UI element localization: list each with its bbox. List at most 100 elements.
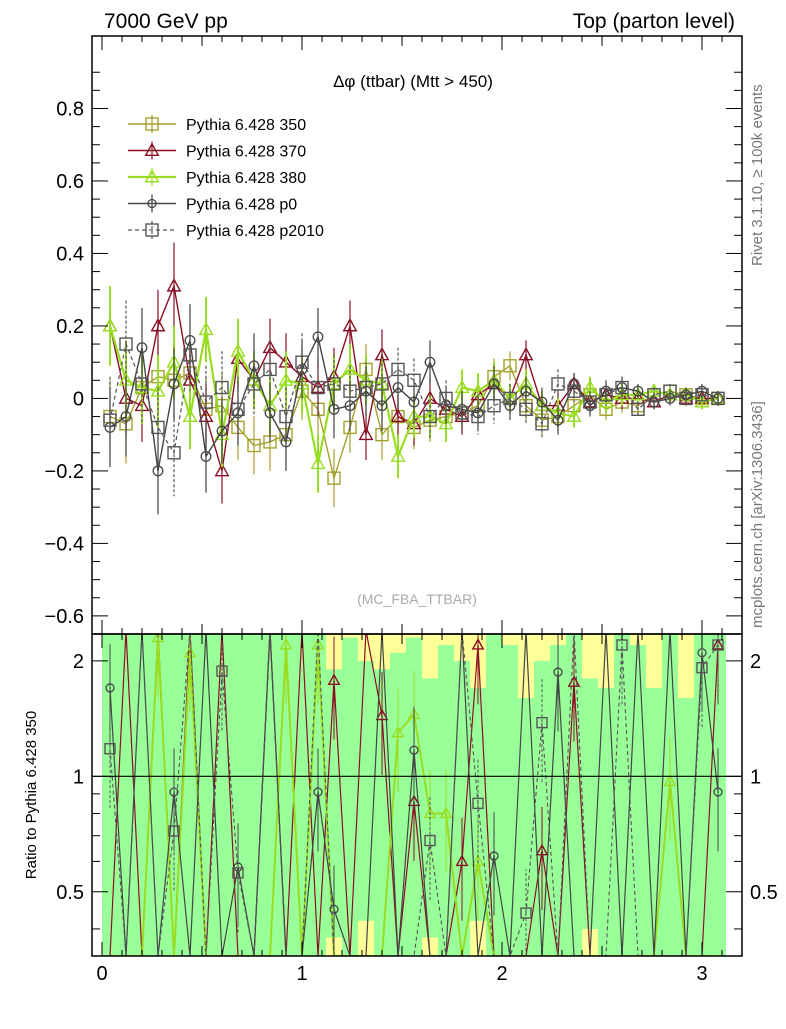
main-marker — [631, 402, 645, 416]
main-marker — [567, 384, 581, 398]
main-marker — [679, 391, 693, 406]
y-tick-label: 0.6 — [56, 171, 84, 193]
main-marker — [216, 425, 228, 437]
ratio-marker — [329, 904, 339, 914]
ratio-band-inner — [678, 698, 694, 956]
ratio-marker — [216, 665, 228, 677]
ratio-band-inner — [646, 687, 662, 956]
x-tick-label: 1 — [296, 963, 307, 985]
main-marker — [663, 384, 677, 398]
side-rivet: Rivet 3.1.10, ≥ 100k events — [749, 84, 766, 266]
x-tick-label: 0 — [96, 963, 107, 985]
y-tick-label: 0.8 — [56, 98, 84, 120]
main-marker — [583, 395, 597, 409]
ratio-marker — [553, 667, 563, 677]
main-marker — [568, 378, 580, 390]
main-marker — [214, 462, 230, 477]
ratio-band-inner — [582, 678, 598, 929]
ratio-marker — [311, 638, 325, 650]
ratio-marker — [327, 673, 341, 685]
ratio-y-tick-label: 2 — [73, 651, 84, 673]
legend-label: Pythia 6.428 p2010 — [186, 223, 324, 240]
ratio-marker — [409, 745, 419, 755]
main-marker — [295, 355, 309, 369]
legend: Pythia 6.428 350 Pythia 6.428 370 Pythia 6… — [128, 115, 324, 240]
ratio-band-inner — [518, 698, 534, 956]
ratio-band-inner — [358, 660, 374, 921]
main-marker — [152, 465, 164, 477]
ratio-marker — [712, 639, 724, 651]
ratio-marker — [375, 708, 389, 721]
legend-marker — [144, 168, 160, 183]
legend-marker — [147, 198, 157, 209]
main-marker — [407, 373, 421, 388]
ratio-y-tick-label: 0.5 — [56, 882, 84, 904]
ratio-band-inner — [214, 634, 230, 956]
main-marker — [696, 385, 708, 397]
main-marker — [648, 396, 660, 408]
main-marker — [455, 406, 469, 420]
ratio-marker — [455, 854, 469, 867]
ratio-y-tick-label-right: 2 — [750, 651, 761, 673]
legend-label: Pythia 6.428 380 — [186, 170, 306, 187]
main-marker — [342, 361, 358, 375]
main-marker — [230, 343, 246, 357]
ratio-marker — [279, 638, 293, 650]
main-marker — [136, 342, 148, 354]
main-marker — [280, 436, 292, 448]
ratio-marker — [168, 825, 180, 837]
main-marker — [200, 450, 212, 462]
main-marker — [438, 415, 454, 430]
main-marker — [566, 408, 582, 423]
ratio-marker — [536, 716, 548, 729]
main-marker — [342, 317, 358, 332]
ratio-band-inner — [246, 634, 262, 956]
y-tick-label: 0.2 — [56, 316, 84, 338]
ratio-marker — [232, 867, 244, 879]
main-marker — [390, 448, 406, 462]
main-marker — [647, 388, 661, 402]
main-marker — [102, 317, 118, 332]
main-marker — [310, 455, 326, 470]
ratio-band-inner — [262, 634, 278, 956]
ratio-y-tick-label: 1 — [73, 766, 84, 788]
y-tick-label: −0.4 — [45, 533, 84, 555]
main-marker — [263, 362, 277, 377]
main-marker — [536, 396, 548, 408]
main-marker — [552, 414, 564, 426]
main-marker — [135, 377, 149, 391]
main-marker — [150, 317, 166, 332]
main-marker — [327, 471, 341, 485]
ratio-y-tick-label-right: 1 — [750, 766, 761, 788]
main-marker — [167, 446, 181, 460]
legend-label: Pythia 6.428 p0 — [186, 197, 297, 214]
main-marker — [615, 380, 629, 395]
ratio-marker — [151, 634, 165, 643]
ratio-band-inner — [118, 634, 134, 956]
ratio-band-inner — [294, 634, 310, 956]
main-marker — [535, 417, 549, 431]
main-marker — [632, 385, 644, 397]
legend-label: Pythia 6.428 370 — [186, 144, 306, 161]
ratio-marker — [105, 683, 115, 693]
y-tick-label: −0.2 — [45, 461, 84, 483]
main-marker — [343, 384, 357, 398]
ratio-y-tick-label-right: 0.5 — [750, 882, 778, 904]
main-marker — [328, 403, 340, 415]
main-marker — [599, 388, 613, 402]
main-marker — [279, 409, 293, 424]
ratio-marker — [104, 743, 116, 755]
ratio-marker — [471, 638, 485, 650]
main-marker — [198, 321, 214, 336]
main-marker — [519, 402, 533, 416]
main-marker — [503, 359, 517, 373]
main-marker — [168, 378, 180, 390]
main-marker — [231, 402, 245, 416]
legend-marker — [145, 223, 159, 237]
main-marker — [424, 356, 436, 368]
main-marker — [150, 383, 166, 397]
main-marker — [664, 392, 676, 404]
main-marker — [312, 331, 324, 343]
ratio-marker — [713, 787, 723, 797]
